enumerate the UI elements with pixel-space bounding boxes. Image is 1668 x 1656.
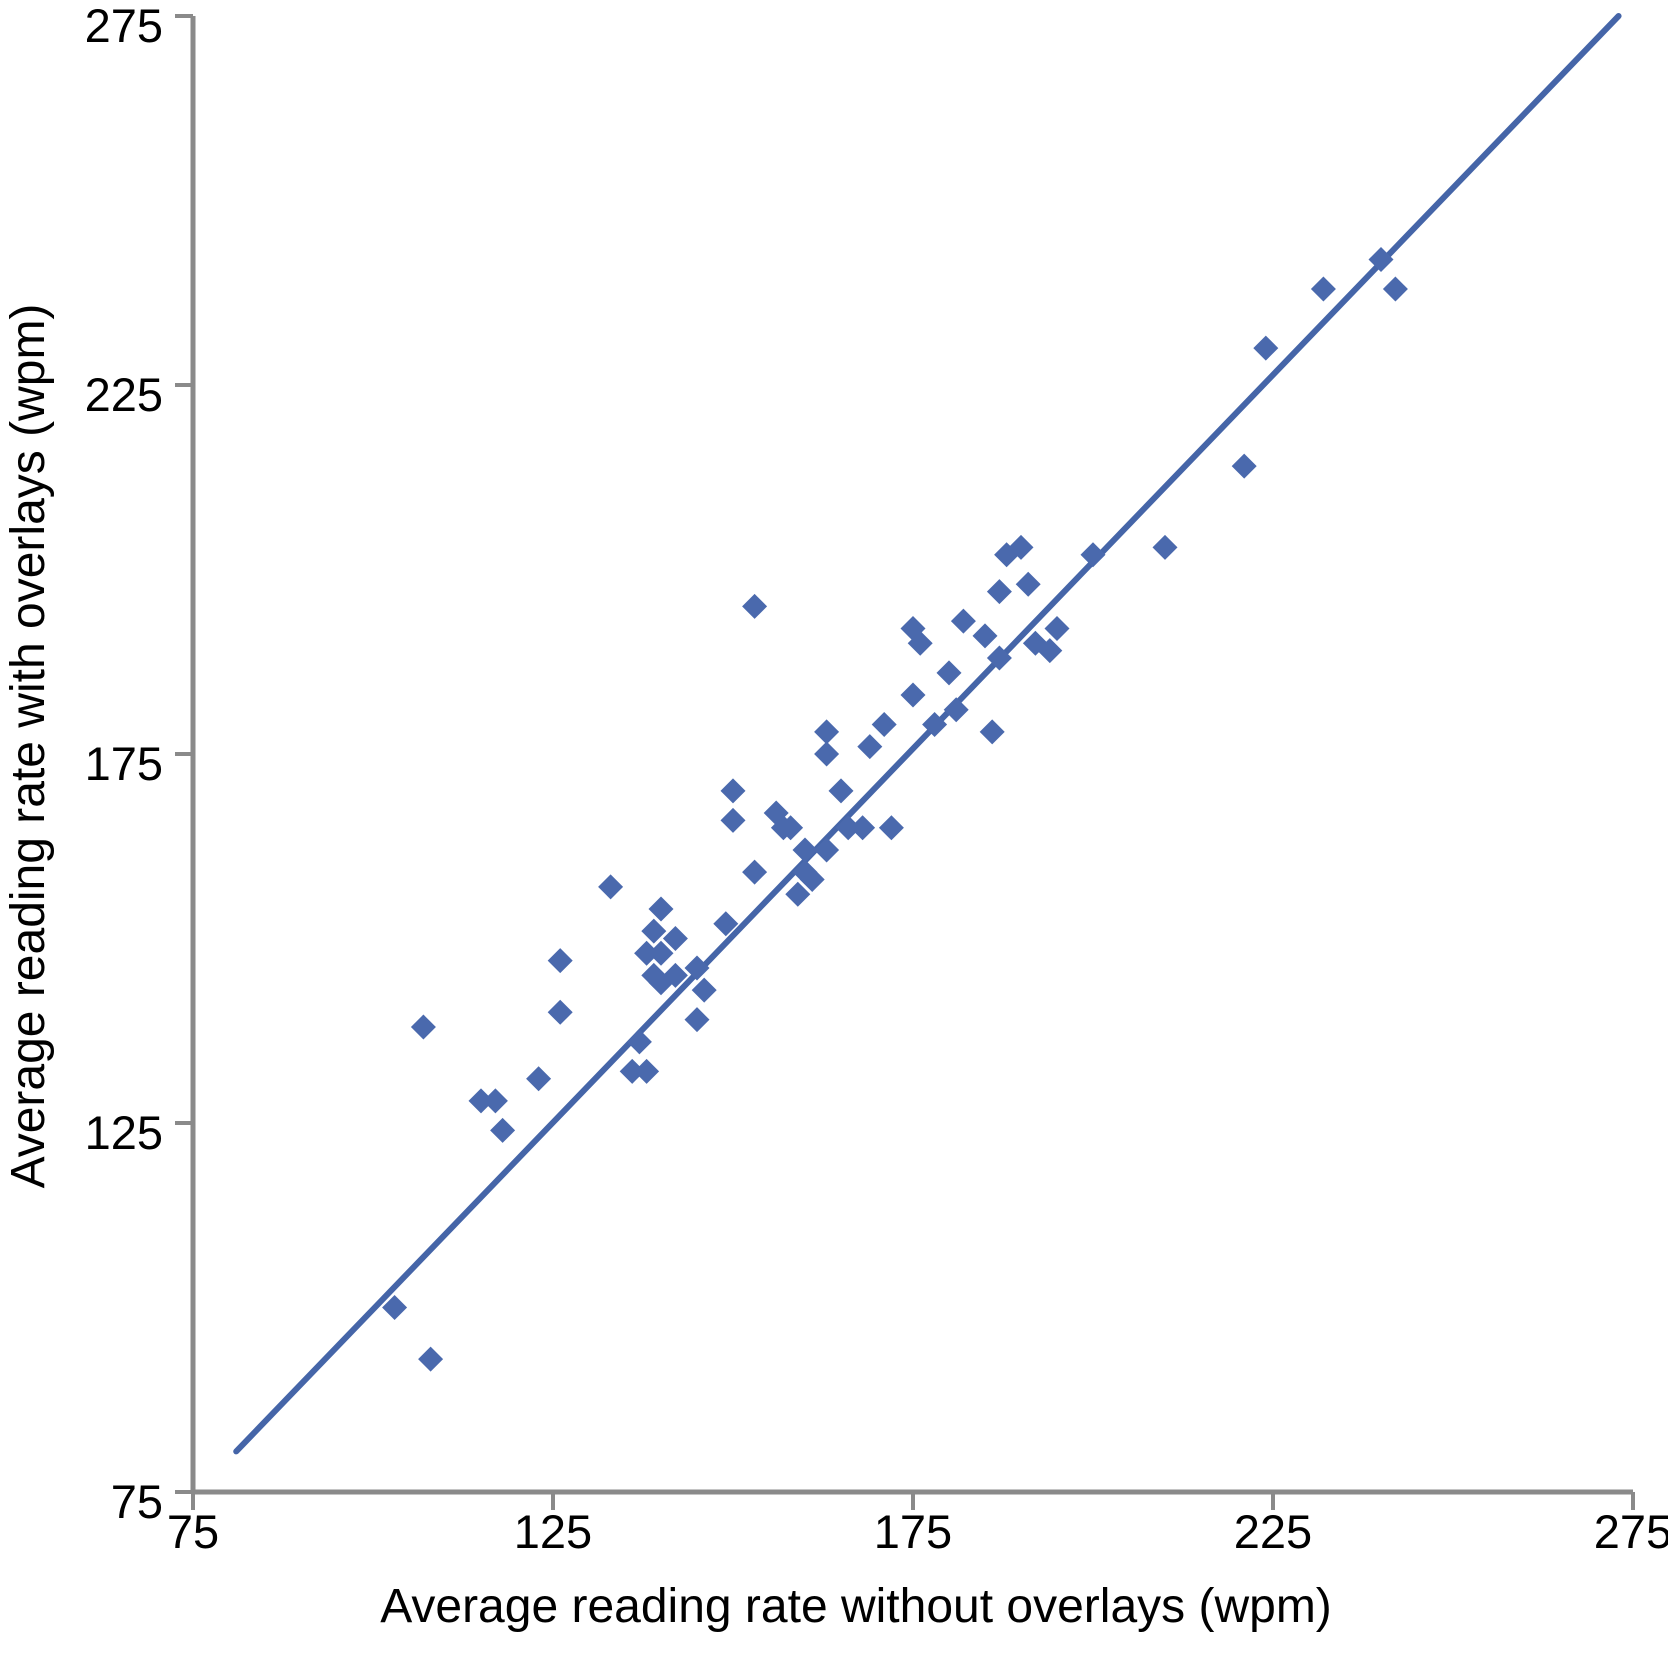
data-point	[1231, 453, 1257, 479]
data-point	[979, 719, 1005, 745]
data-point	[1152, 534, 1178, 560]
data-point	[1080, 542, 1106, 568]
data-point	[907, 630, 933, 656]
data-point	[547, 948, 573, 974]
data-point	[943, 697, 969, 723]
data-point	[720, 778, 746, 804]
data-point	[814, 719, 840, 745]
data-point	[626, 1029, 652, 1055]
data-point	[1037, 638, 1063, 664]
data-point	[713, 911, 739, 937]
data-point	[1310, 276, 1336, 302]
data-point	[1008, 534, 1034, 560]
data-point	[900, 682, 926, 708]
data-point	[936, 660, 962, 686]
data-point	[720, 807, 746, 833]
data-point	[648, 896, 674, 922]
data-point	[814, 837, 840, 863]
data-point	[835, 815, 861, 841]
data-point	[691, 977, 717, 1003]
data-point	[986, 645, 1012, 671]
data-point	[662, 962, 688, 988]
data-point	[1044, 616, 1070, 642]
data-point	[792, 837, 818, 863]
data-point	[641, 918, 667, 944]
data-point	[871, 711, 897, 737]
data-point	[547, 999, 573, 1025]
data-point	[1368, 247, 1394, 273]
data-point	[1015, 571, 1041, 597]
data-point	[526, 1066, 552, 1092]
data-point	[634, 1058, 660, 1084]
data-point	[742, 859, 768, 885]
data-point	[850, 815, 876, 841]
data-point	[648, 940, 674, 966]
data-point	[418, 1346, 444, 1372]
scatter-series	[233, 13, 1622, 1455]
data-point	[986, 579, 1012, 605]
data-point	[1253, 335, 1279, 361]
x-tick-label: 175	[874, 1505, 952, 1558]
y-tick-label: 175	[85, 737, 163, 790]
data-point	[1382, 276, 1408, 302]
y-axis-title: Average reading rate with overlays (wpm)	[2, 304, 55, 1189]
x-tick-label: 125	[514, 1505, 592, 1558]
y-tick-label: 225	[85, 368, 163, 421]
x-tick-label: 275	[1594, 1505, 1668, 1558]
data-point	[857, 734, 883, 760]
axes: 75 125 175 225 275 75 125 175 225 275	[85, 0, 1668, 1558]
data-point	[598, 874, 624, 900]
x-tick-label: 75	[167, 1505, 219, 1558]
data-point	[684, 955, 710, 981]
data-point	[662, 926, 688, 951]
data-point	[785, 881, 811, 907]
data-point	[634, 940, 660, 966]
data-point	[482, 1088, 508, 1114]
data-point	[382, 1295, 408, 1320]
data-point	[972, 623, 998, 649]
data-point	[814, 741, 840, 767]
data-point	[799, 866, 825, 892]
data-point	[410, 1014, 436, 1040]
y-tick-label: 75	[111, 1475, 163, 1528]
data-point	[922, 711, 948, 737]
data-point	[619, 1058, 645, 1084]
x-axis-title: Average reading rate without overlays (w…	[380, 1580, 1332, 1633]
data-point	[878, 815, 904, 841]
data-point	[742, 593, 768, 619]
trend-line	[233, 13, 1622, 1455]
data-point	[468, 1088, 494, 1114]
data-point	[950, 608, 976, 634]
x-tick-label: 225	[1234, 1505, 1312, 1558]
y-tick-label: 125	[85, 1106, 163, 1159]
data-point	[684, 1007, 710, 1033]
data-point	[828, 778, 854, 804]
y-tick-label: 275	[85, 0, 163, 52]
data-point	[778, 815, 804, 841]
data-point	[490, 1117, 516, 1143]
